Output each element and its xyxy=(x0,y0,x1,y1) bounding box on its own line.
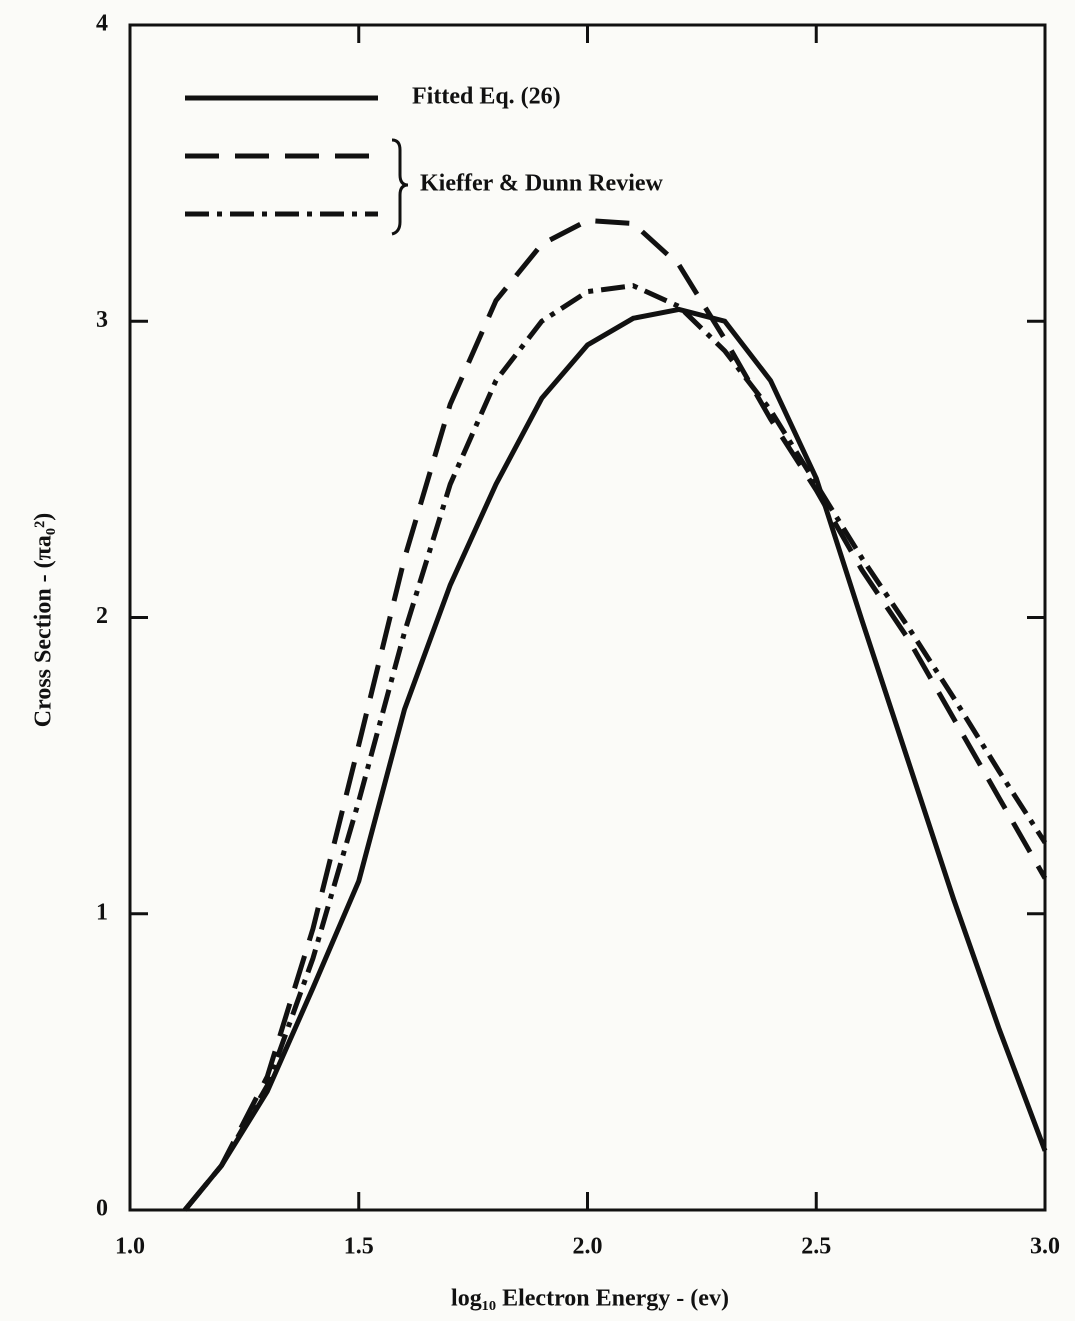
x-tick-label: 1.5 xyxy=(344,1234,374,1260)
y-axis-label: Cross Section - (πa₀²) xyxy=(31,513,57,727)
x-tick-label: 3.0 xyxy=(1030,1234,1060,1260)
legend-brace xyxy=(391,138,409,236)
y-tick-label: 1 xyxy=(96,899,108,925)
y-tick-label: 4 xyxy=(96,11,108,37)
series-line xyxy=(182,306,1048,1212)
x-tick-label: 1.0 xyxy=(115,1234,145,1260)
legend-label: Fitted Eq. (26) xyxy=(412,84,561,110)
x-tick-label: 2.5 xyxy=(801,1234,831,1260)
series-line xyxy=(182,217,1048,1212)
plot-frame xyxy=(128,23,1047,1212)
y-tick-label: 3 xyxy=(96,307,108,333)
legend-label: Kieffer & Dunn Review xyxy=(420,171,664,197)
y-tick-label: 2 xyxy=(96,603,108,629)
x-tick-label: 2.0 xyxy=(573,1234,603,1260)
series-line xyxy=(182,283,1048,1212)
x-axis-label: log₁₀ Electron Energy - (ev) xyxy=(451,1286,729,1312)
y-tick-label: 0 xyxy=(96,1196,108,1222)
